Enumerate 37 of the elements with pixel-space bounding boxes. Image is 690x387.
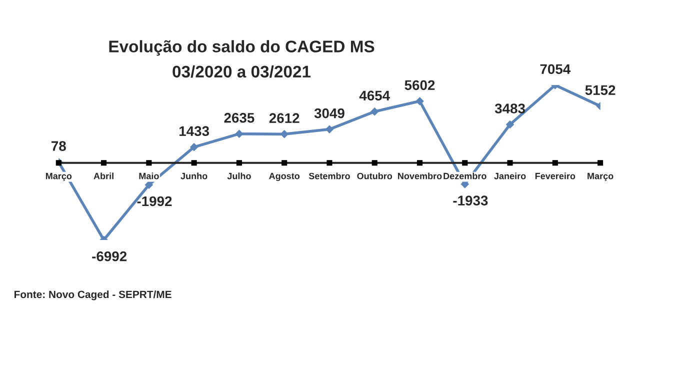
point	[416, 97, 424, 106]
point	[506, 120, 514, 128]
data-label: 3483	[494, 104, 525, 114]
data-label: -1992	[137, 196, 172, 206]
data-label: -1933	[453, 196, 488, 206]
data-label: 78	[52, 141, 66, 151]
point	[326, 125, 334, 134]
x-tick-label: Abril	[94, 172, 114, 180]
data-label: -6992	[92, 251, 127, 262]
x-tick-label: Março	[588, 172, 614, 182]
x-tick-label: Janeiro	[494, 172, 526, 180]
point	[370, 108, 379, 116]
x-tick-label: Julho	[227, 172, 251, 180]
data-label: 3049	[314, 108, 344, 118]
point	[280, 130, 288, 138]
x-tick-label: Junho	[180, 172, 208, 180]
data-label: 1433	[179, 126, 210, 136]
point	[190, 143, 198, 152]
source-note: Fonte: Novo Caged - SEPRT/ME	[14, 290, 172, 300]
data-label: 5152	[585, 85, 616, 96]
x-tick-label: Dezembro	[444, 172, 486, 180]
x-tick-label: Fevereiro	[535, 172, 576, 180]
x-tick-label: Setembro	[308, 172, 350, 180]
data-label: 5602	[404, 80, 435, 90]
chart-subtitle: 03/2020 a 03/2021	[172, 65, 311, 78]
x-tick-label: Outubro	[357, 172, 392, 180]
x-tick-label: Agosto	[269, 172, 300, 182]
point	[235, 130, 244, 138]
x-tick-label: Maio	[139, 172, 159, 180]
data-label: 4654	[359, 90, 390, 101]
x-tick-label: Março	[46, 172, 72, 182]
point	[144, 180, 153, 189]
data-label: 2612	[269, 113, 300, 124]
data-label: 7054	[540, 64, 571, 74]
data-label: 2635	[224, 112, 254, 123]
chart-title: Evolução do saldo do CAGED MS	[109, 40, 374, 56]
x-tick-label: Novembro	[398, 172, 442, 180]
